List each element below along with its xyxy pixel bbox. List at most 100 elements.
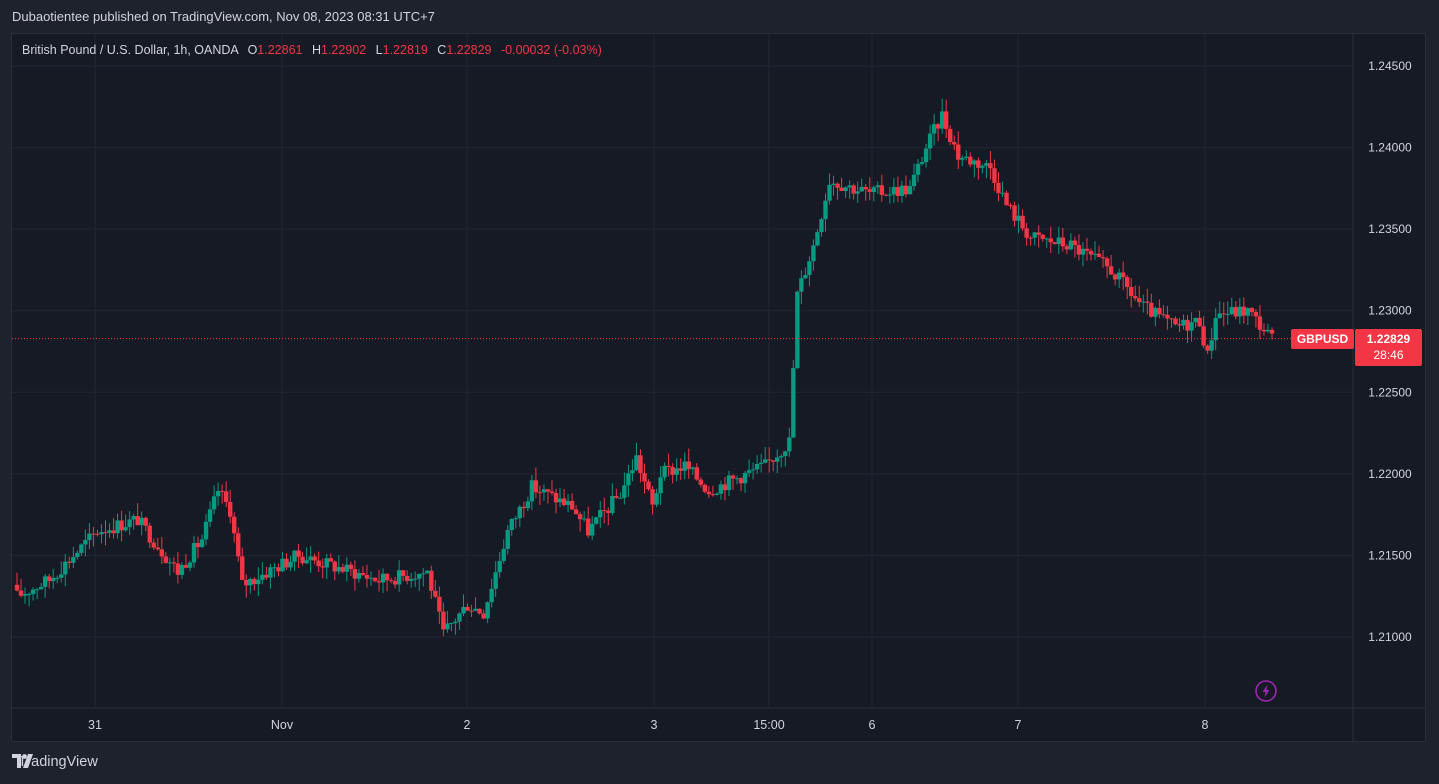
candle-body [312, 556, 317, 561]
y-tick-label: 1.21000 [1368, 630, 1412, 644]
candle-body [859, 187, 864, 192]
candle-body [284, 558, 289, 568]
high-label: H [311, 43, 321, 57]
candle-body [734, 478, 740, 480]
candle-body [155, 547, 160, 550]
candle-body [1265, 329, 1271, 332]
candle-body [630, 470, 635, 474]
candle-body [706, 491, 712, 495]
candle-body [1165, 314, 1170, 319]
candle-body [408, 578, 414, 581]
candle-body [895, 187, 901, 196]
candle-body [722, 484, 728, 491]
candle-body [203, 521, 209, 540]
candle-body [598, 510, 603, 518]
candle-body [453, 621, 458, 623]
candle-body [135, 515, 140, 526]
candle-body [907, 186, 913, 195]
candle-body [819, 219, 824, 233]
candle-body [529, 480, 535, 502]
candle-body [187, 562, 193, 568]
candle-body [227, 501, 233, 517]
candle-body [256, 579, 261, 585]
candle-body [119, 520, 124, 531]
candle-body [1064, 246, 1070, 250]
candle-body [67, 561, 72, 563]
candle-body [167, 562, 173, 564]
symbol-price-tag: GBPUSD [1291, 329, 1354, 349]
candle-body [968, 156, 973, 165]
candle-body [1028, 237, 1033, 239]
candle-body [248, 579, 253, 586]
candle-body [457, 613, 462, 622]
candle-body [22, 594, 28, 596]
candle-body [1072, 240, 1078, 245]
candle-body [847, 185, 852, 188]
candle-body [360, 572, 366, 575]
candle-body [404, 575, 410, 581]
candle-body [1048, 238, 1053, 243]
footer-brand-text[interactable]: TradingView [18, 754, 98, 770]
candle-body [509, 518, 514, 530]
candle-body [710, 494, 716, 496]
candle-body [557, 498, 563, 503]
candle-body [923, 148, 929, 163]
candle-body [79, 544, 84, 553]
candle-body [931, 124, 937, 134]
candle-body [336, 567, 341, 572]
candle-body [1189, 322, 1194, 331]
candle-body [199, 539, 205, 548]
candle-body [766, 459, 772, 461]
candle-body [1092, 253, 1098, 255]
candle-body [425, 570, 430, 574]
candle-body [525, 501, 531, 509]
candle-body [875, 185, 881, 188]
candle-body [103, 532, 108, 534]
candle-body [163, 556, 169, 563]
candle-body [42, 576, 48, 587]
candle-body [996, 182, 1001, 194]
candle-body [618, 497, 623, 499]
candle-body [55, 577, 60, 579]
candle-body [376, 581, 382, 583]
candle-body [976, 160, 981, 168]
lightning-icon[interactable] [1255, 680, 1277, 702]
candle-body [831, 183, 836, 185]
candle-body [1249, 308, 1255, 313]
candle-body [115, 520, 120, 534]
candle-body [1076, 244, 1082, 255]
candle-body [1257, 316, 1263, 330]
candle-body [634, 455, 639, 471]
candle-body [1241, 306, 1247, 316]
candle-body [674, 468, 679, 475]
candle-body [421, 573, 426, 575]
candle-body [441, 611, 446, 630]
candle-body [698, 479, 704, 485]
candle-body [915, 163, 921, 175]
candle-body [1084, 248, 1090, 251]
symbol-description[interactable]: British Pound / U.S. Dollar, 1h, OANDA [22, 43, 239, 57]
candle-body [296, 550, 301, 557]
candle-body [1197, 317, 1202, 327]
candle-body [328, 558, 333, 562]
candle-body [887, 194, 893, 196]
candle-body [1173, 318, 1178, 325]
candle-body [803, 275, 808, 279]
candle-body [811, 245, 816, 262]
candle-body [26, 594, 32, 596]
candle-body [240, 556, 245, 580]
candle-body [553, 493, 559, 503]
candle-body [1225, 314, 1230, 316]
close-label: C [437, 43, 447, 57]
candle-body [219, 490, 225, 492]
candle-body [1096, 253, 1102, 258]
candle-body [517, 506, 523, 519]
candle-body [1269, 329, 1275, 334]
chart-panel[interactable] [11, 33, 1426, 742]
candle-body [99, 532, 104, 535]
candle-body [606, 510, 611, 513]
candle-body [891, 187, 897, 195]
candle-body [171, 562, 177, 564]
candle-body [288, 561, 293, 568]
